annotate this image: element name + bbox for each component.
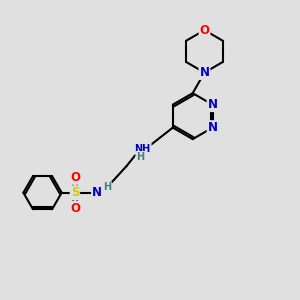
Text: N: N — [92, 186, 102, 199]
Text: NH: NH — [134, 143, 151, 154]
Text: N: N — [208, 121, 218, 134]
Text: O: O — [70, 171, 80, 184]
Text: H: H — [136, 152, 144, 162]
Text: H: H — [103, 182, 111, 192]
Text: N: N — [208, 98, 218, 111]
Text: O: O — [70, 202, 80, 214]
Text: S: S — [71, 186, 79, 199]
Text: N: N — [200, 66, 209, 79]
Text: O: O — [200, 24, 209, 37]
